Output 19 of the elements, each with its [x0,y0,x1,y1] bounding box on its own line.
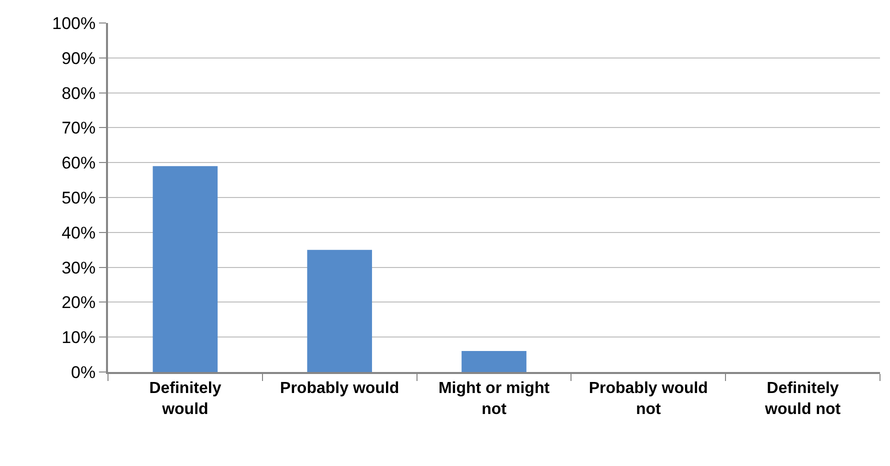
y-tick-label: 60% [62,154,96,173]
bar [307,250,372,372]
bar [152,166,218,372]
y-tick-label: 80% [62,84,96,103]
x-tick-label: Might or might not [438,380,550,418]
x-tick-label: Probably would [280,380,400,398]
bar [462,351,526,372]
y-tick-label: 40% [62,223,96,242]
x-tick-label: Definitely would not [764,380,842,418]
y-tick-label: 20% [62,293,96,312]
y-tick-label: 70% [62,118,96,138]
y-tick-label: 90% [62,48,96,68]
y-tick-label: 100% [52,14,96,33]
y-tick-label: 50% [62,188,96,208]
x-tick-label: Definitely would [149,380,222,418]
y-tick-label: 0% [71,362,96,382]
y-tick-label: 30% [62,258,96,278]
y-tick-label: 10% [62,328,96,348]
x-tick-label: Probably would not [588,380,708,418]
